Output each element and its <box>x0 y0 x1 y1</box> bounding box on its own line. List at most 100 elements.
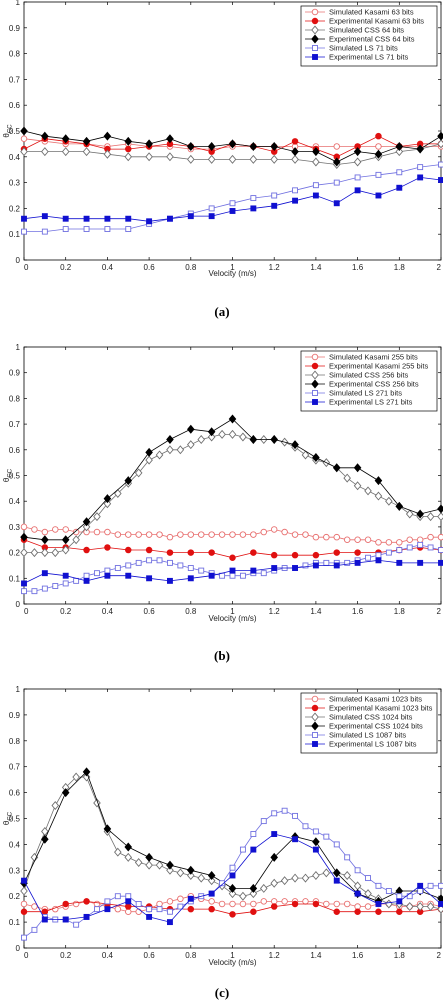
data-point <box>323 559 330 566</box>
data-point <box>417 559 424 566</box>
data-point <box>301 873 310 883</box>
data-point <box>323 833 330 840</box>
data-point <box>228 883 237 893</box>
x-tick-label: 0.8 <box>185 951 197 960</box>
data-point <box>156 900 163 908</box>
data-point <box>187 575 194 582</box>
data-point <box>41 548 49 558</box>
data-point <box>229 572 236 579</box>
data-point <box>229 900 236 908</box>
data-point <box>177 531 184 538</box>
data-point <box>103 499 112 509</box>
data-point <box>177 895 184 903</box>
data-point <box>280 876 289 886</box>
data-point <box>260 570 267 577</box>
data-point <box>291 531 299 538</box>
y-tick-label: 0.7 <box>9 75 21 84</box>
data-point <box>417 164 424 171</box>
data-point <box>406 544 413 551</box>
data-point <box>260 528 268 536</box>
data-point <box>104 226 111 232</box>
data-point <box>51 548 60 558</box>
data-point <box>312 837 320 847</box>
legend-entry: Simulated LS 271 bits <box>329 389 402 398</box>
y-tick-label: 0 <box>16 256 21 265</box>
data-point <box>124 842 133 852</box>
data-point <box>104 898 111 905</box>
y-tick-label: 0.4 <box>9 153 21 162</box>
x-tick-label: 1.2 <box>269 607 281 616</box>
y-axis-subscript: CC <box>8 124 14 133</box>
legend-entry: Simulated Kasami 1023 bits <box>329 695 422 704</box>
data-point <box>270 551 278 559</box>
data-point <box>229 208 236 214</box>
data-point <box>72 535 80 545</box>
data-point <box>249 889 258 899</box>
data-point <box>291 440 299 450</box>
data-point <box>426 512 435 522</box>
chart-panel-1: 0 0.1 0.2 0.3 0.4 0.5 0.6 0.7 0.8 0.9 1 0 0.2 0.4 0.6 0… <box>2 0 443 319</box>
data-point <box>375 192 382 199</box>
data-point <box>208 898 215 905</box>
data-point <box>176 445 185 455</box>
data-point <box>208 213 215 220</box>
data-point <box>375 143 382 150</box>
data-point <box>312 157 320 167</box>
x-tick-label: 0.6 <box>144 951 156 960</box>
data-point <box>396 169 403 176</box>
x-tick-label: 1 <box>230 951 235 960</box>
x-tick-label: 1.2 <box>269 951 281 960</box>
y-tick-label: 0.1 <box>9 230 21 239</box>
data-point <box>166 919 173 926</box>
data-point <box>114 565 121 571</box>
data-point <box>228 154 237 164</box>
series-1 <box>20 523 443 546</box>
data-point <box>61 788 70 798</box>
data-point <box>354 867 361 874</box>
data-point <box>20 147 28 157</box>
data-point <box>249 141 258 151</box>
data-point <box>31 588 38 595</box>
data-point <box>20 908 28 915</box>
data-point <box>62 580 69 587</box>
data-point <box>72 900 80 908</box>
x-tick-label: 1.4 <box>310 263 322 272</box>
data-point <box>312 551 320 559</box>
data-point <box>312 562 319 569</box>
data-point <box>229 872 236 879</box>
data-point <box>114 847 122 857</box>
data-point <box>375 908 382 915</box>
data-point <box>187 213 194 220</box>
legend-entry: Experimental LS 71 bits <box>329 53 408 62</box>
data-point <box>114 488 122 498</box>
data-point <box>438 547 443 553</box>
data-point <box>208 205 215 212</box>
data-point <box>312 192 319 199</box>
data-point <box>250 900 257 908</box>
series-5 <box>21 807 443 941</box>
data-point <box>364 903 372 910</box>
data-point <box>396 547 403 553</box>
data-point <box>82 767 91 777</box>
data-point <box>375 171 382 178</box>
data-point <box>146 575 153 582</box>
data-point <box>166 533 174 541</box>
data-point <box>125 562 132 569</box>
legend-marker <box>311 370 319 380</box>
data-point <box>155 450 164 460</box>
data-point <box>82 772 91 782</box>
series-4 <box>20 126 443 167</box>
data-point <box>176 868 185 878</box>
data-point <box>438 901 443 907</box>
data-point <box>375 539 382 546</box>
data-point <box>365 875 371 882</box>
legend-entry: Simulated Kasami 63 bits <box>329 8 414 17</box>
data-point <box>292 565 298 571</box>
data-point <box>218 429 226 439</box>
data-point <box>104 572 111 579</box>
data-point <box>417 541 424 548</box>
data-point <box>197 531 205 538</box>
x-tick-label: 1.6 <box>352 263 364 272</box>
data-point <box>207 154 216 164</box>
data-point <box>292 812 298 819</box>
